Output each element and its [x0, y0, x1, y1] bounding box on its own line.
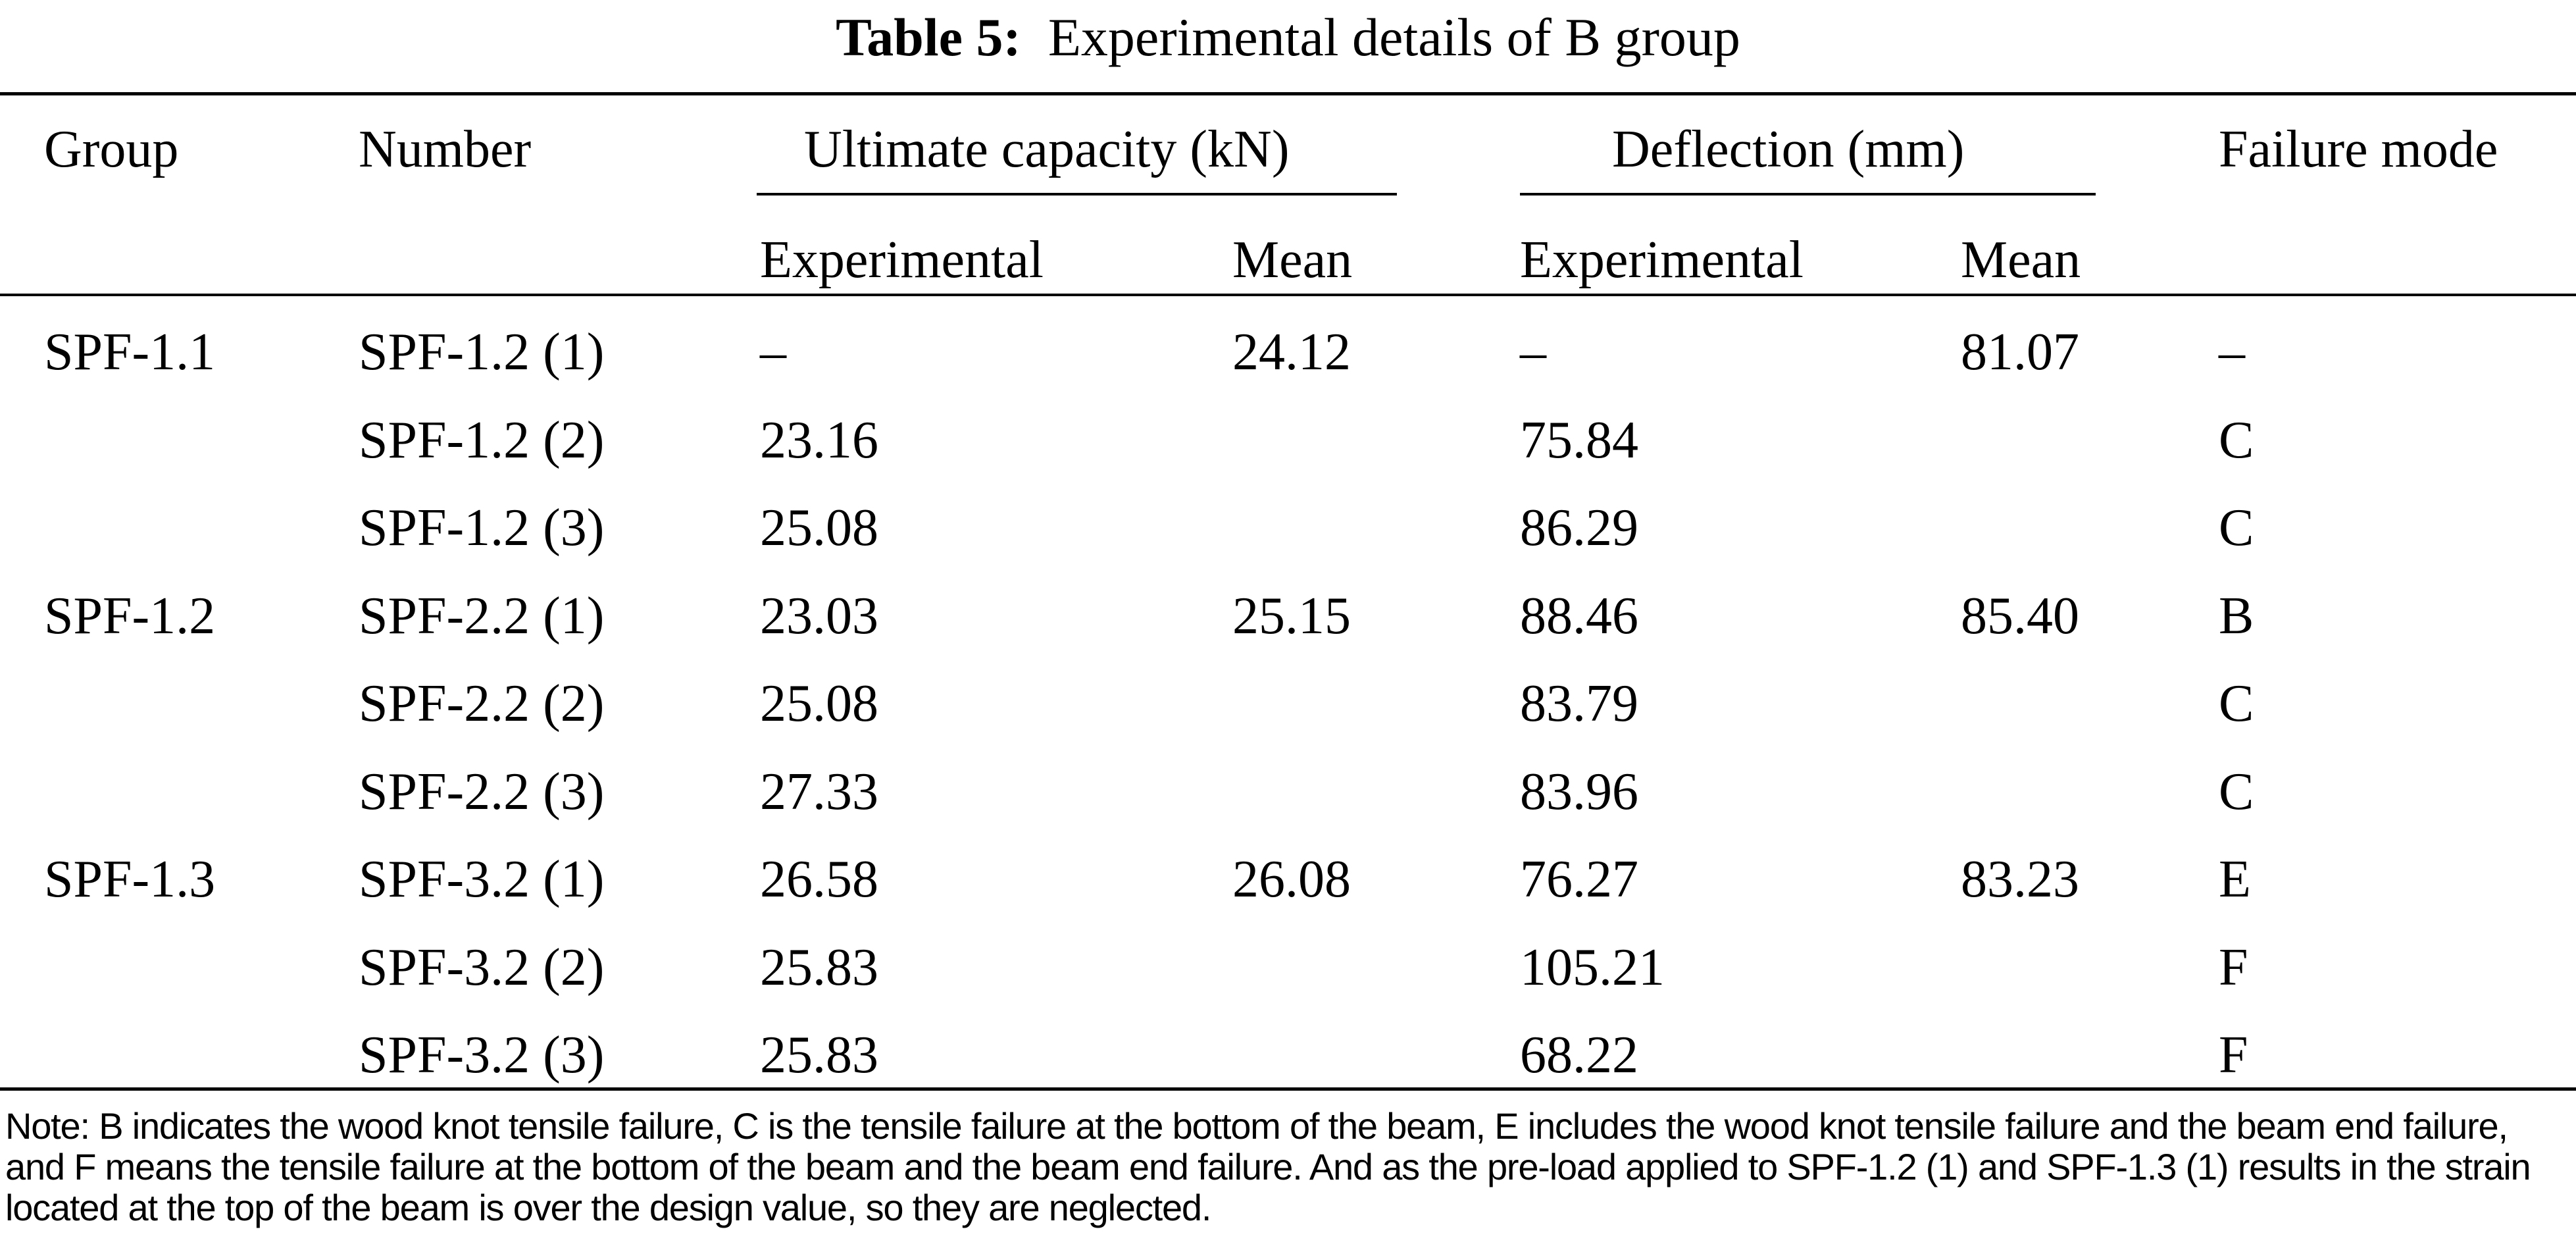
cell-def-experimental: –	[1520, 323, 1546, 381]
cell-ult-experimental: 23.03	[760, 586, 878, 645]
table-title: Table 5: Experimental details of B group	[0, 7, 2576, 68]
header-deflection: Deflection (mm)	[1612, 120, 1965, 178]
ultimate-underline	[757, 193, 1397, 195]
cell-failure-mode: C	[2219, 762, 2254, 821]
header-group: Group	[44, 120, 179, 178]
cell-def-experimental: 68.22	[1520, 1026, 1638, 1084]
cell-failure-mode: C	[2219, 675, 2254, 733]
cell-failure-mode: F	[2219, 1026, 2248, 1084]
cell-failure-mode: E	[2219, 850, 2251, 908]
cell-ult-experimental: 25.83	[760, 938, 878, 997]
cell-ult-experimental: 25.83	[760, 1026, 878, 1084]
top-rule	[0, 92, 2576, 95]
cell-number: SPF-2.2 (3)	[359, 762, 605, 821]
cell-def-experimental: 83.96	[1520, 762, 1638, 821]
cell-number: SPF-2.2 (1)	[359, 586, 605, 645]
table-label: Table 5:	[836, 7, 1021, 67]
cell-number: SPF-3.2 (1)	[359, 850, 605, 908]
cell-ult-experimental: 27.33	[760, 762, 878, 821]
deflection-underline	[1520, 193, 2096, 195]
cell-ult-mean: 25.15	[1232, 586, 1351, 645]
cell-failure-mode: C	[2219, 411, 2254, 469]
cell-number: SPF-1.2 (1)	[359, 323, 605, 381]
cell-ult-mean: 26.08	[1232, 850, 1351, 908]
cell-group: SPF-1.1	[44, 323, 216, 381]
table-caption: Experimental details of B group	[1048, 7, 1740, 67]
cell-def-experimental: 105.21	[1520, 938, 1665, 997]
bottom-rule	[0, 1087, 2576, 1091]
cell-failure-mode: F	[2219, 938, 2248, 997]
header-failure-mode: Failure mode	[2219, 120, 2498, 178]
header-number: Number	[359, 120, 532, 178]
cell-ult-experimental: –	[760, 323, 786, 381]
cell-def-experimental: 83.79	[1520, 675, 1638, 733]
header-def-mean: Mean	[1961, 231, 2081, 289]
cell-def-experimental: 88.46	[1520, 586, 1638, 645]
cell-ult-experimental: 25.08	[760, 675, 878, 733]
header-rule	[0, 294, 2576, 296]
cell-number: SPF-1.2 (3)	[359, 499, 605, 557]
cell-def-experimental: 86.29	[1520, 499, 1638, 557]
cell-ult-experimental: 26.58	[760, 850, 878, 908]
header-def-experimental: Experimental	[1520, 231, 1804, 289]
table-note: Note: B indicates the wood knot tensile …	[5, 1105, 2531, 1228]
cell-group: SPF-1.2	[44, 586, 216, 645]
cell-number: SPF-3.2 (2)	[359, 938, 605, 997]
cell-number: SPF-2.2 (2)	[359, 675, 605, 733]
cell-ult-experimental: 23.16	[760, 411, 878, 469]
cell-def-mean: 81.07	[1961, 323, 2079, 381]
cell-failure-mode: C	[2219, 499, 2254, 557]
cell-def-experimental: 75.84	[1520, 411, 1638, 469]
cell-def-experimental: 76.27	[1520, 850, 1638, 908]
cell-ult-mean: 24.12	[1232, 323, 1351, 381]
header-ult-experimental: Experimental	[760, 231, 1044, 289]
cell-group: SPF-1.3	[44, 850, 216, 908]
cell-number: SPF-1.2 (2)	[359, 411, 605, 469]
cell-number: SPF-3.2 (3)	[359, 1026, 605, 1084]
cell-failure-mode: –	[2219, 323, 2245, 381]
header-ultimate-capacity: Ultimate capacity (kN)	[804, 120, 1290, 178]
cell-def-mean: 85.40	[1961, 586, 2079, 645]
cell-ult-experimental: 25.08	[760, 499, 878, 557]
cell-def-mean: 83.23	[1961, 850, 2079, 908]
cell-failure-mode: B	[2219, 586, 2254, 645]
header-ult-mean: Mean	[1232, 231, 1353, 289]
